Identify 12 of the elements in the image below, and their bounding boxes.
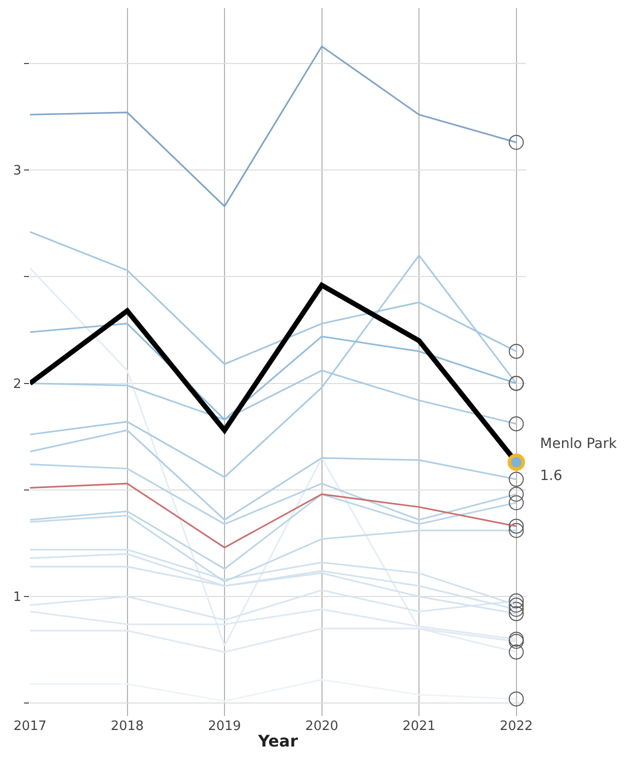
data-label: 1.6	[540, 468, 562, 484]
x-axis-title: Year	[257, 732, 298, 751]
x-tick-label: 2020	[305, 719, 338, 734]
x-tick-label: 2018	[110, 719, 144, 734]
y-tick-label: 3	[13, 164, 22, 179]
x-tick-label: 2021	[402, 719, 436, 734]
series-label: Menlo Park	[540, 436, 618, 452]
x-tick-label: 2019	[208, 719, 242, 734]
x-tick-label: 2022	[500, 719, 533, 734]
y-tick-label: 1	[13, 590, 22, 606]
x-tick-label: 2017	[13, 719, 47, 734]
y-tick-label: 2	[13, 376, 22, 392]
